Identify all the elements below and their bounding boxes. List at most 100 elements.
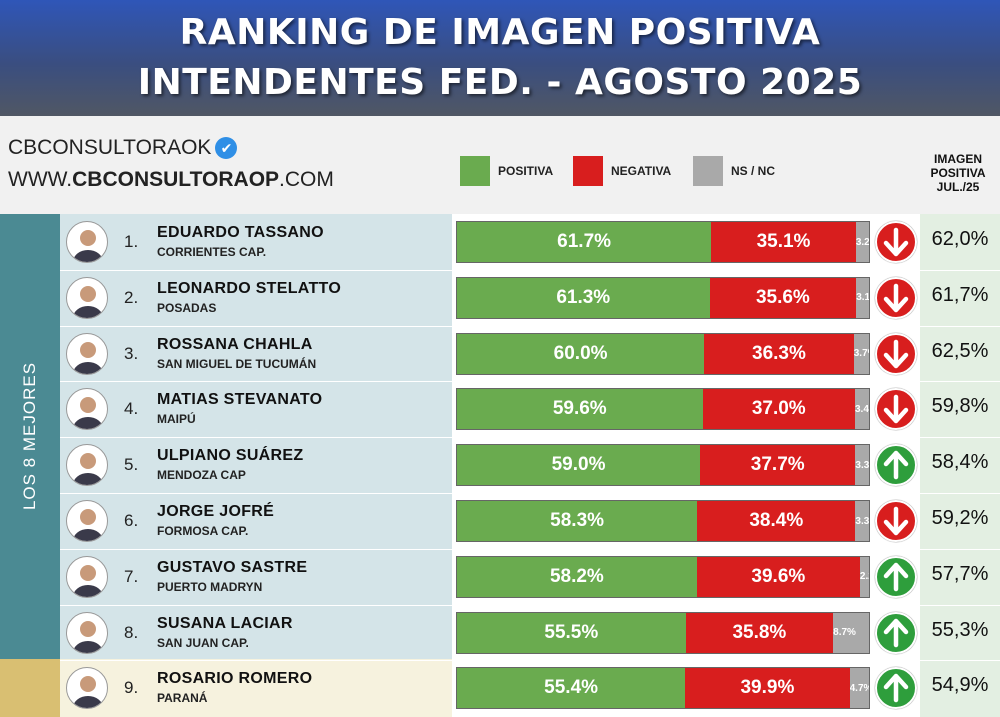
bar-segment-negative: 35.1% — [711, 222, 856, 262]
arrow-path — [883, 506, 909, 536]
avatar-head-shape — [80, 620, 96, 637]
legend-ns: NS / NC — [693, 156, 775, 186]
table-row: 5. ULPIANO SUÁREZ MENDOZA CAP 59.0% 37.7% 3.3… — [0, 437, 1000, 492]
bar-segment-positive-label: 59.6% — [552, 398, 607, 420]
person-name: EDUARDO TASSANO — [157, 224, 324, 241]
table-row: 1. EDUARDO TASSANO CORRIENTES CAP. 61.7% 35.… — [0, 214, 1000, 269]
arrow-down-glyph — [883, 283, 909, 313]
avatar-head-shape — [80, 564, 96, 581]
bar-segment-positive-label: 55.5% — [544, 621, 599, 643]
arrow-up-glyph — [883, 674, 909, 703]
arrow-down-glyph — [883, 339, 909, 368]
stacked-bar: 55.4% 39.9% 4.7% — [456, 667, 870, 710]
arrow-down-icon — [875, 332, 917, 375]
person-name: LEONARDO STELATTO — [157, 279, 342, 297]
previous-positive-value: 61,7% — [931, 283, 989, 306]
row-divider — [60, 548, 1000, 550]
bar-segment-negative: 35.6% — [709, 277, 857, 318]
bar-segment-positive: 58.2% — [457, 556, 697, 597]
brand-account-label: CBCONSULTORAOK — [8, 136, 212, 159]
previous-values-panel — [920, 214, 1000, 717]
bar-segment-ns: 3.3% — [855, 445, 869, 486]
avatar — [66, 611, 108, 654]
arrow-down-icon — [875, 221, 917, 263]
bar-segment-negative: 39.9% — [685, 668, 850, 709]
row-divider — [60, 604, 1000, 606]
avatar-body-shape — [73, 473, 103, 486]
avatar-body-shape — [73, 305, 103, 318]
person-city: MENDOZA CAP — [157, 468, 246, 483]
stacked-bar: 59.6% 37.0% 3.4% — [456, 388, 870, 431]
arrow-path — [883, 395, 909, 424]
avatar-body-shape — [73, 696, 103, 709]
bar-segment-ns-label: 3.3% — [855, 515, 869, 527]
bar-segment-positive: 55.4% — [457, 668, 686, 709]
website-domain: CBCONSULTORAOP — [72, 168, 280, 191]
avatar-person-icon — [73, 676, 103, 709]
names-panel-best — [60, 214, 452, 659]
avatar-body-shape — [73, 640, 103, 653]
stacked-bar: 59.0% 37.7% 3.3% — [456, 444, 870, 487]
avatar-person-icon — [73, 620, 103, 653]
avatar — [66, 276, 108, 319]
bar-segment-ns-label: 3.3% — [855, 459, 869, 471]
avatar-body-shape — [73, 250, 103, 262]
bar-segment-positive: 59.6% — [457, 389, 703, 430]
table-row: 3. ROSSANA CHAHLA SAN MIGUEL DE TUCUMÁN 60.… — [0, 325, 1000, 381]
bar-segment-positive: 58.3% — [457, 501, 698, 541]
avatar — [66, 667, 108, 710]
rank-number: 4. — [124, 399, 139, 419]
previous-positive-value: 62,0% — [931, 228, 989, 250]
bar-segment-negative: 36.3% — [704, 333, 854, 374]
previous-header-line-3: JUL./25 — [936, 180, 980, 194]
arrow-up-glyph — [883, 618, 909, 647]
bar-segment-negative-label: 38.4% — [749, 510, 804, 531]
names-panel-rest — [60, 659, 452, 717]
rank-number: 5. — [124, 455, 139, 475]
bar-segment-negative-label: 37.0% — [751, 398, 806, 420]
bar-segment-negative-label: 35.8% — [732, 621, 787, 643]
bar-segment-ns-label: 4.7% — [849, 682, 869, 694]
stacked-bar: 58.2% 39.6% 2.2% — [456, 555, 870, 598]
row-divider — [60, 660, 1000, 662]
avatar-person-icon — [73, 285, 103, 318]
arrow-down-glyph — [883, 395, 909, 424]
legend-label-positive: POSITIVA — [498, 164, 554, 178]
legend-label-ns: NS / NC — [731, 164, 776, 178]
rank-number: 7. — [124, 566, 139, 586]
avatar — [66, 388, 108, 431]
arrow-path — [883, 450, 909, 480]
avatar-body-shape — [73, 529, 103, 541]
legend-label-negative: NEGATIVA — [611, 164, 672, 178]
bar-segment-ns: 3.1% — [856, 277, 869, 318]
arrow-down-icon — [875, 276, 917, 319]
bar-segment-positive: 61.7% — [457, 222, 712, 262]
rank-number: 3. — [124, 343, 139, 363]
bar-segment-negative-label: 37.7% — [750, 454, 805, 476]
website-prefix: WWW. — [8, 168, 73, 191]
website-link[interactable]: WWW.CBCONSULTORAOP.COM — [8, 168, 334, 192]
bar-segment-ns: 3.4% — [854, 389, 869, 430]
avatar-head-shape — [80, 676, 96, 693]
bar-segment-negative: 37.7% — [700, 445, 856, 486]
previous-header-line-2: POSITIVA — [930, 166, 986, 180]
person-city: PARANÁ — [157, 691, 208, 706]
avatar-person-icon — [73, 397, 103, 430]
bar-segment-positive-label: 60.0% — [553, 342, 608, 364]
row-divider — [60, 493, 1000, 494]
bar-segment-positive-label: 55.4% — [544, 677, 599, 699]
arrow-up-icon — [875, 611, 917, 654]
group-label-rest — [0, 659, 60, 717]
bar-segment-ns: 4.7% — [849, 668, 869, 709]
bar-segment-positive-label: 59.0% — [551, 454, 606, 476]
avatar — [66, 332, 108, 375]
header: RANKING DE IMAGEN POSITIVA INTENDENTES F… — [0, 0, 1000, 116]
bar-segment-ns-label: 2.2% — [859, 571, 869, 583]
legend-swatch-negative — [573, 156, 603, 186]
bar-segment-negative-label: 39.6% — [751, 565, 806, 587]
previous-header-line-1: IMAGEN — [934, 152, 982, 166]
legend-swatch-ns — [693, 156, 723, 186]
avatar-person-icon — [73, 230, 103, 262]
person-name: ROSSANA CHAHLA — [157, 335, 313, 353]
bar-segment-ns-label: 3.7% — [853, 348, 869, 360]
